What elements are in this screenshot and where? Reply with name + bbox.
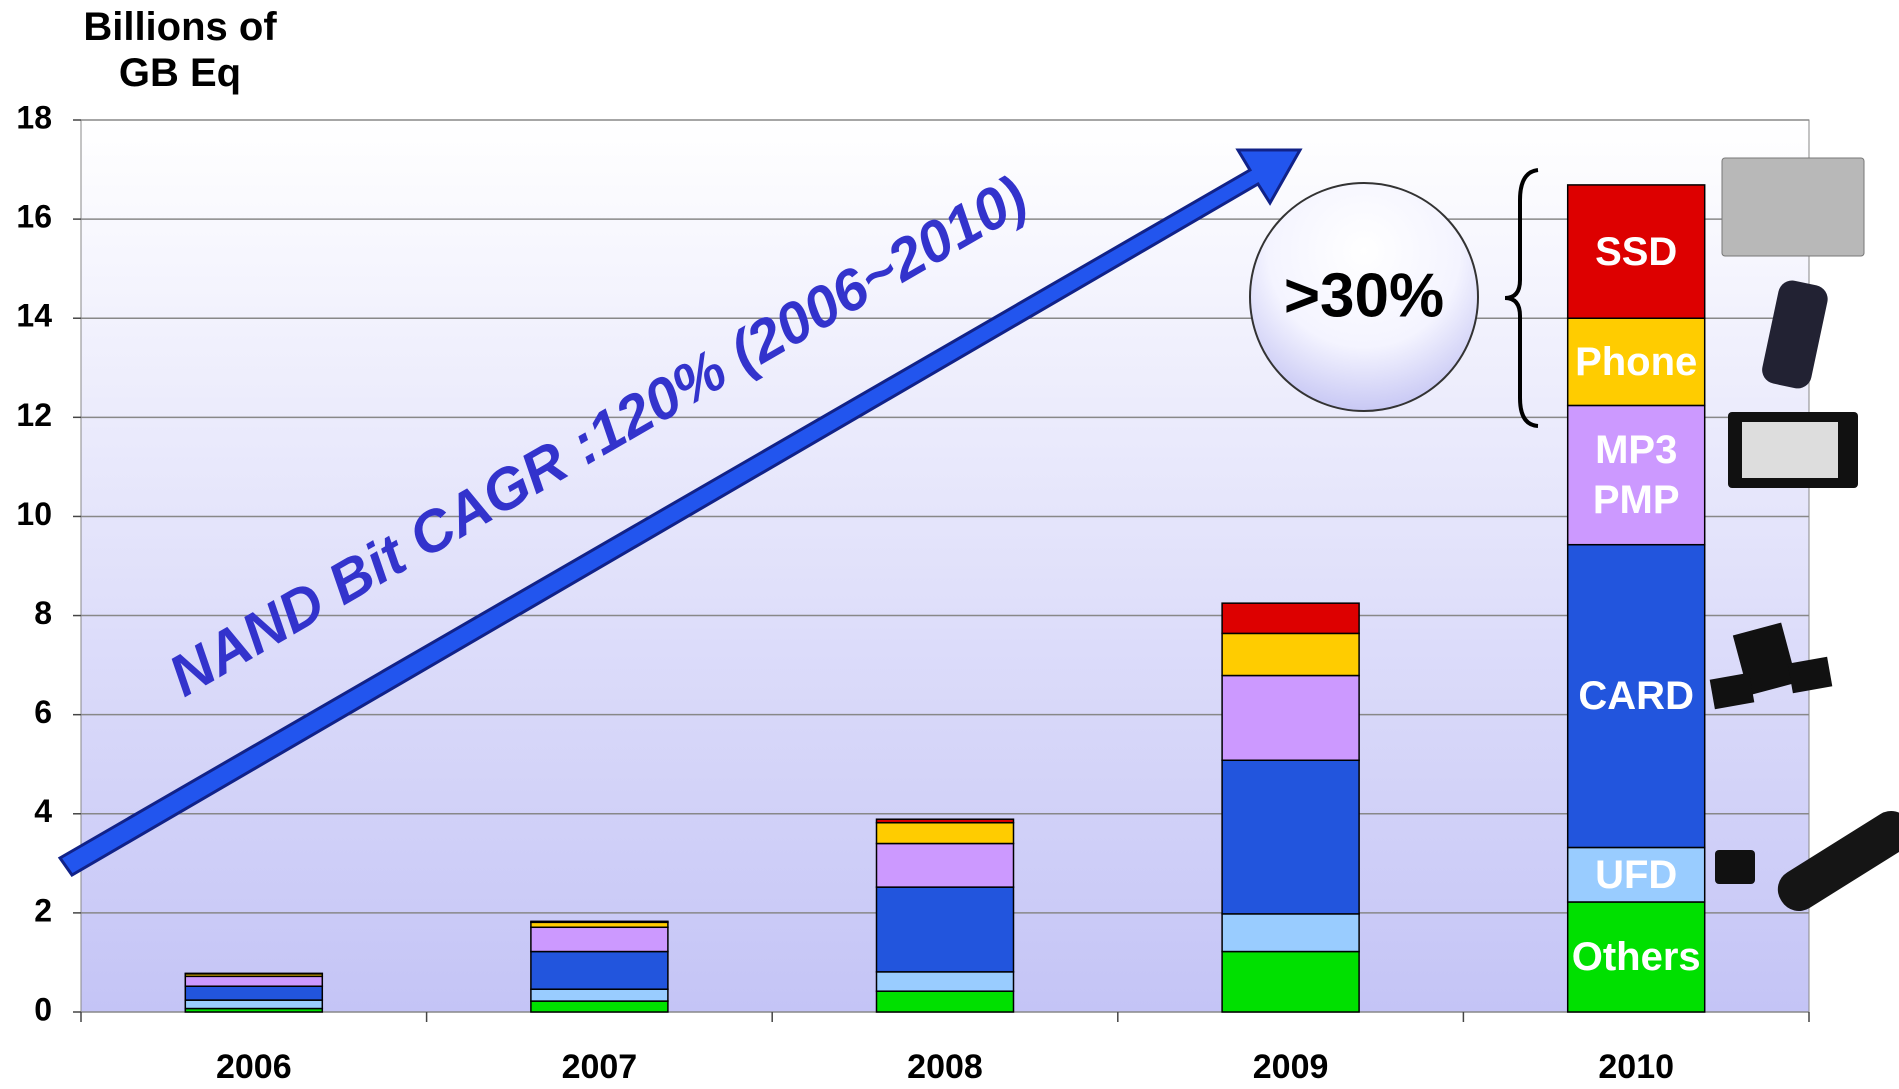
bar-segment — [875, 818, 1015, 824]
bar-segment — [530, 920, 669, 924]
y-tick-label: 2 — [34, 892, 52, 928]
x-tick-label: 2008 — [907, 1048, 983, 1086]
share-annotation: >30% — [1284, 261, 1444, 330]
bar-segment — [875, 821, 1015, 845]
bar-segment — [1221, 759, 1360, 915]
bar-segment — [530, 950, 669, 990]
bar-segment — [184, 975, 324, 987]
y-tick-label: 0 — [34, 991, 52, 1027]
bar-segment — [1221, 632, 1360, 677]
segment-label: UFD — [1595, 852, 1678, 897]
bar-segment — [184, 999, 324, 1010]
bar-segment — [875, 886, 1015, 973]
y-tick-label: 12 — [16, 397, 52, 433]
x-tick-label: 2010 — [1598, 1048, 1674, 1086]
y-tick-label: 6 — [34, 694, 52, 730]
bar-segment — [1221, 674, 1360, 762]
bar-segment — [1566, 404, 1706, 546]
bar-segment — [875, 990, 1015, 1013]
bubble — [1249, 182, 1479, 412]
bar-segment — [530, 1000, 669, 1013]
bar-segment — [1221, 950, 1360, 1013]
bar-segment — [875, 842, 1015, 888]
segment-label: SSD — [1595, 229, 1678, 274]
y-tick-label: 8 — [34, 595, 52, 631]
y-tick-label: 14 — [16, 298, 52, 334]
bar-segment — [1566, 543, 1706, 849]
bar-segment — [530, 988, 669, 1002]
segment-label: MP3 PMP — [1592, 428, 1680, 523]
bar-segment — [184, 985, 324, 1001]
bar-segment — [1566, 846, 1706, 903]
bar-segment — [1566, 184, 1706, 319]
y-tick-label: 18 — [16, 99, 52, 135]
bar-segment — [1566, 317, 1706, 407]
x-tick-label: 2007 — [562, 1048, 638, 1086]
segment-label: CARD — [1578, 674, 1694, 719]
growth-arrow — [57, 148, 1303, 877]
devices — [1709, 157, 1899, 911]
y-tick-label: 16 — [16, 199, 52, 235]
bar-segment — [875, 971, 1015, 992]
segment-label: Others — [1571, 934, 1701, 979]
brace — [1504, 168, 1539, 428]
x-tick-label: 2009 — [1253, 1048, 1329, 1086]
y-tick-label: 10 — [16, 496, 52, 532]
segment-label: Phone — [1575, 339, 1698, 384]
bar-segment — [1221, 913, 1360, 953]
y-axis-label: Billions of GB Eq — [83, 5, 277, 95]
y-tick-label: 4 — [34, 793, 52, 829]
bar-segment — [1566, 901, 1706, 1013]
bar-segment — [530, 926, 669, 953]
bar-segment — [1221, 602, 1360, 635]
x-tick-label: 2006 — [216, 1048, 292, 1086]
